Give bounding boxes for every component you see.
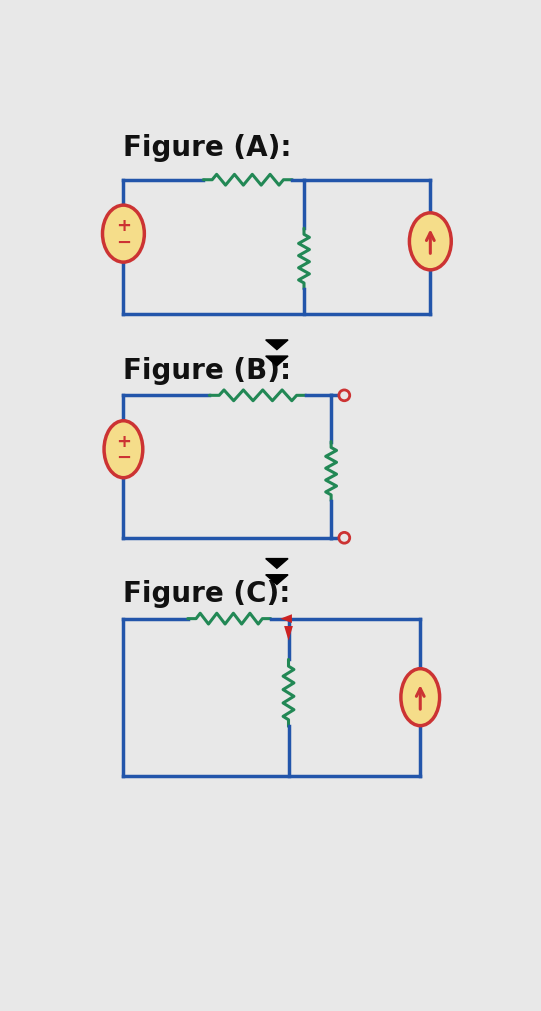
Polygon shape bbox=[266, 357, 288, 366]
Text: Figure (A):: Figure (A): bbox=[123, 133, 292, 162]
Text: +: + bbox=[116, 217, 131, 235]
Polygon shape bbox=[266, 341, 288, 350]
Text: −: − bbox=[116, 449, 131, 467]
Polygon shape bbox=[266, 575, 288, 584]
Circle shape bbox=[339, 390, 349, 401]
Text: Figure (C):: Figure (C): bbox=[123, 579, 291, 608]
Ellipse shape bbox=[401, 669, 440, 726]
Text: −: − bbox=[116, 234, 131, 252]
Ellipse shape bbox=[410, 213, 451, 271]
Text: Figure (B):: Figure (B): bbox=[123, 357, 292, 384]
Circle shape bbox=[339, 533, 349, 544]
Text: +: + bbox=[116, 433, 131, 450]
Polygon shape bbox=[266, 559, 288, 569]
Ellipse shape bbox=[104, 422, 143, 478]
Ellipse shape bbox=[102, 206, 144, 263]
